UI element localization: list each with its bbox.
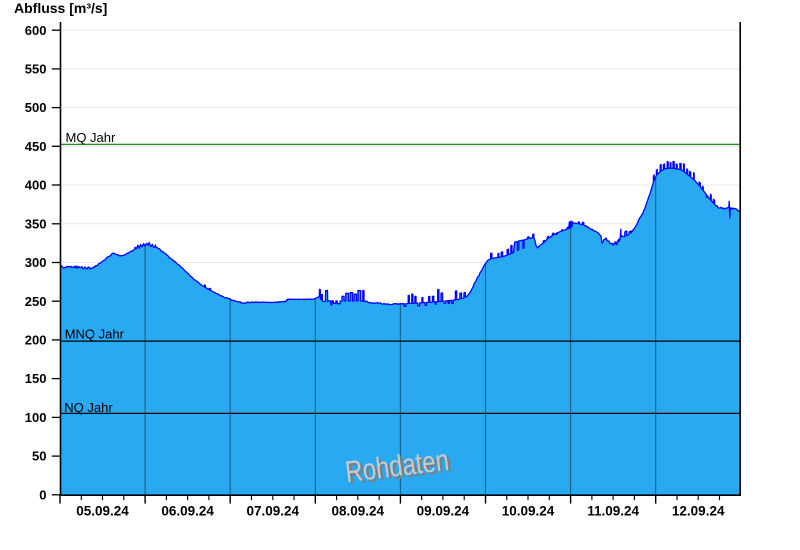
svg-text:100: 100 [25, 410, 47, 425]
svg-text:06.09.24: 06.09.24 [161, 504, 214, 519]
svg-text:200: 200 [25, 333, 47, 348]
svg-text:350: 350 [25, 216, 47, 231]
svg-text:10.09.24: 10.09.24 [502, 504, 555, 519]
svg-text:150: 150 [25, 371, 47, 386]
svg-text:Abfluss [m³/s]: Abfluss [m³/s] [14, 0, 107, 16]
svg-text:08.09.24: 08.09.24 [332, 504, 385, 519]
svg-text:250: 250 [25, 294, 47, 309]
svg-text:11.09.24: 11.09.24 [587, 504, 639, 519]
svg-text:MQ Jahr: MQ Jahr [66, 130, 117, 145]
svg-text:05.09.24: 05.09.24 [76, 504, 129, 519]
svg-text:600: 600 [25, 23, 47, 38]
svg-text:400: 400 [25, 178, 47, 193]
svg-text:MNQ Jahr: MNQ Jahr [65, 326, 125, 341]
svg-text:450: 450 [25, 139, 47, 154]
svg-text:07.09.24: 07.09.24 [247, 504, 300, 519]
svg-text:300: 300 [25, 255, 47, 270]
svg-text:NQ Jahr: NQ Jahr [64, 400, 113, 415]
svg-text:500: 500 [25, 100, 47, 115]
svg-text:0: 0 [39, 487, 46, 502]
svg-text:12.09.24: 12.09.24 [672, 504, 725, 519]
svg-text:550: 550 [25, 62, 47, 77]
svg-text:50: 50 [32, 449, 46, 464]
svg-text:09.09.24: 09.09.24 [417, 504, 470, 519]
